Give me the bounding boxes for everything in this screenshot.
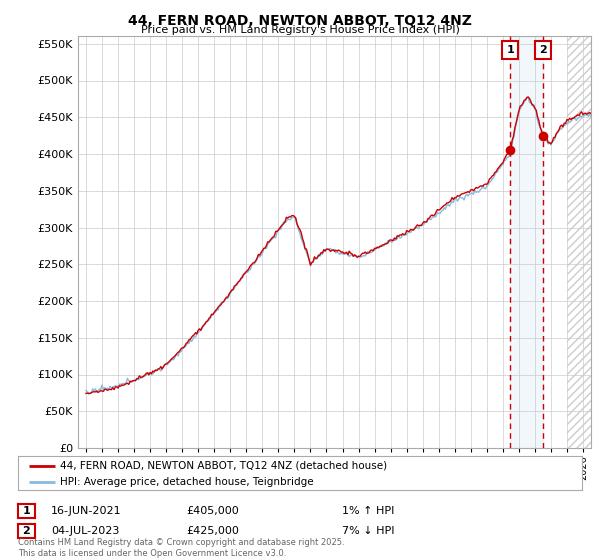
Bar: [567, 36, 591, 448]
Text: 7% ↓ HPI: 7% ↓ HPI: [342, 526, 395, 536]
Text: 2: 2: [539, 45, 547, 55]
Text: 44, FERN ROAD, NEWTON ABBOT, TQ12 4NZ: 44, FERN ROAD, NEWTON ABBOT, TQ12 4NZ: [128, 14, 472, 28]
Text: 1% ↑ HPI: 1% ↑ HPI: [342, 506, 394, 516]
Text: HPI: Average price, detached house, Teignbridge: HPI: Average price, detached house, Teig…: [60, 477, 314, 487]
Text: 44, FERN ROAD, NEWTON ABBOT, TQ12 4NZ (detached house): 44, FERN ROAD, NEWTON ABBOT, TQ12 4NZ (d…: [60, 461, 388, 471]
Bar: [510, 36, 543, 448]
Text: 1: 1: [23, 506, 30, 516]
Text: 16-JUN-2021: 16-JUN-2021: [51, 506, 122, 516]
Text: 2: 2: [23, 526, 30, 536]
Text: 1: 1: [506, 45, 514, 55]
Text: Contains HM Land Registry data © Crown copyright and database right 2025.
This d: Contains HM Land Registry data © Crown c…: [18, 538, 344, 558]
Text: 04-JUL-2023: 04-JUL-2023: [51, 526, 119, 536]
Text: Price paid vs. HM Land Registry's House Price Index (HPI): Price paid vs. HM Land Registry's House …: [140, 25, 460, 35]
Text: £425,000: £425,000: [186, 526, 239, 536]
Text: £405,000: £405,000: [186, 506, 239, 516]
